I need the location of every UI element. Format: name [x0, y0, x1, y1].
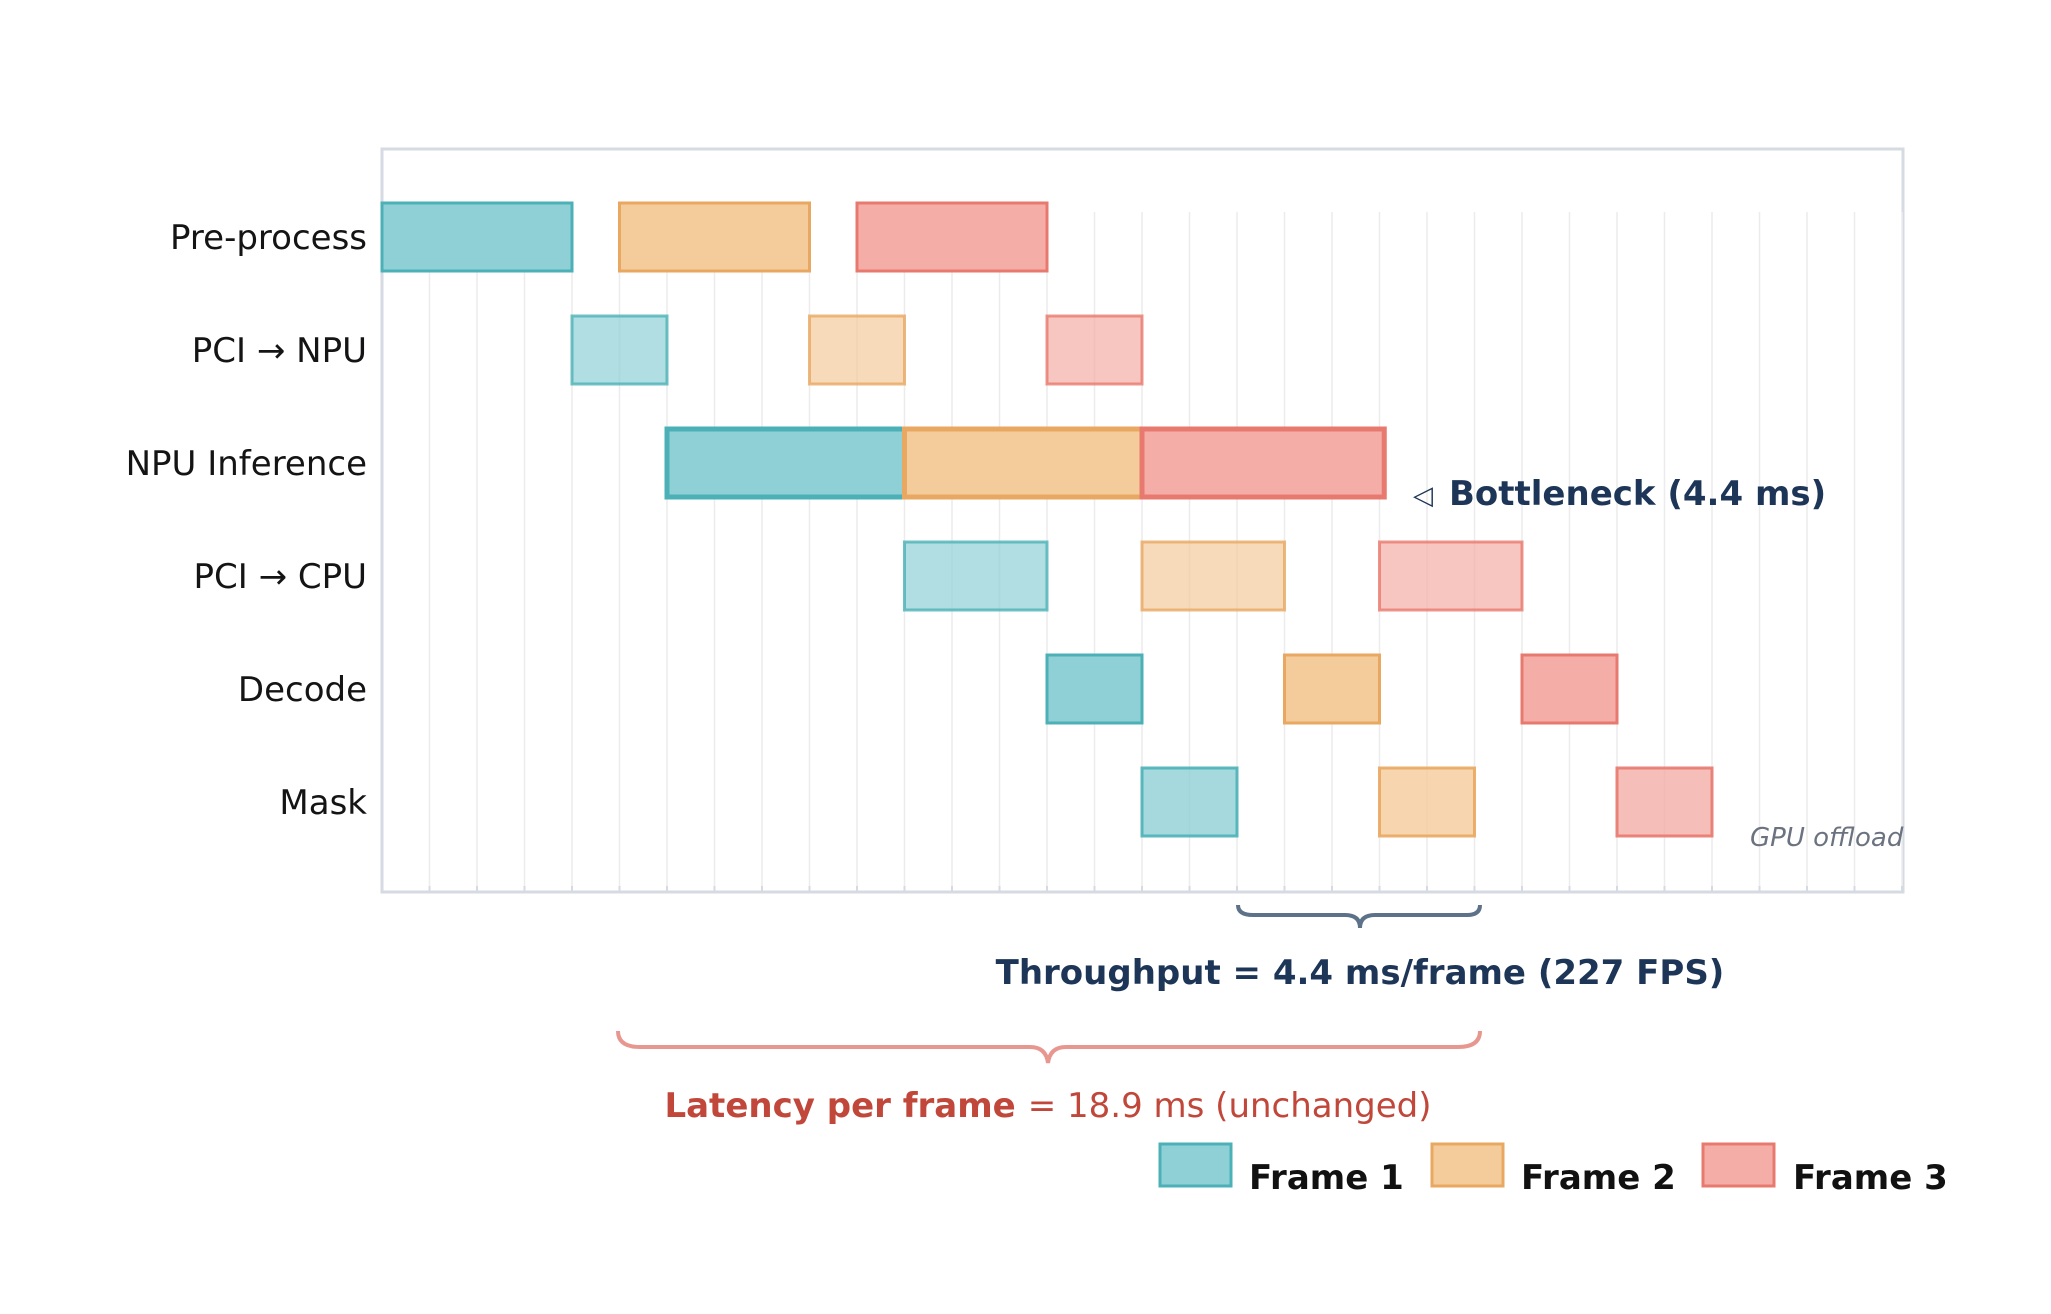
axis-ticks	[428, 886, 1903, 892]
latency-brace	[616, 1030, 1482, 1064]
bottleneck-marker-icon: ◁	[1413, 481, 1433, 511]
bar-mask-f1	[1140, 766, 1239, 838]
bar-pci_cpu-f2	[1140, 540, 1286, 612]
bar-pci_cpu-f3	[1378, 540, 1524, 612]
lane-label-mask: Mask	[279, 783, 367, 823]
legend-swatch-frame-2	[1430, 1142, 1505, 1188]
lane-label-pci_cpu: PCI → CPU	[193, 557, 367, 597]
legend-swatch-frame-1	[1158, 1142, 1233, 1188]
legend-swatch-frame-3	[1701, 1142, 1776, 1188]
bar-decode-f1	[1045, 653, 1144, 725]
bar-mask-f2	[1378, 766, 1476, 838]
bar-decode-f3	[1520, 653, 1619, 725]
bar-npu_inference-f3	[1139, 426, 1387, 500]
throughput-label: Throughput = 4.4 ms/frame (227 FPS)	[996, 953, 1725, 993]
bar-pci_npu-f3	[1045, 314, 1144, 386]
latency-label: Latency per frame = 18.9 ms (unchanged)	[664, 1086, 1431, 1126]
gpu-offload-note: GPU offload	[1750, 823, 1904, 853]
lane-label-pci_npu: PCI → NPU	[192, 331, 367, 371]
throughput-brace	[1236, 904, 1482, 929]
legend-label-frame-1: Frame 1	[1249, 1158, 1404, 1198]
bar-decode-f2	[1283, 653, 1381, 725]
bar-pci_npu-f2	[808, 314, 906, 386]
bar-npu_inference-f1	[664, 426, 907, 500]
latency-label-value: = 18.9 ms (unchanged)	[1028, 1086, 1432, 1126]
bar-preprocess-f3	[855, 201, 1049, 273]
latency-label-bold: Latency per frame	[664, 1086, 1015, 1126]
stage-bars	[380, 201, 1714, 838]
bar-preprocess-f2	[618, 201, 811, 273]
bar-mask-f3	[1615, 766, 1714, 838]
bar-pci_npu-f1	[570, 314, 669, 386]
legend: Frame 1 Frame 2 Frame 3	[1158, 1142, 1948, 1198]
bar-npu_inference-f2	[902, 426, 1145, 500]
lane-label-npu_inference: NPU Inference	[126, 444, 367, 484]
bar-pci_cpu-f1	[903, 540, 1049, 612]
bottleneck-label: Bottleneck (4.4 ms)	[1449, 474, 1826, 514]
lane-label-decode: Decode	[238, 670, 367, 710]
lane-label-preprocess: Pre-process	[170, 218, 367, 258]
lane-labels: Pre-process PCI → NPU NPU Inference PCI → C…	[126, 218, 368, 823]
bar-preprocess-f1	[380, 201, 574, 273]
legend-label-frame-3: Frame 3	[1793, 1158, 1948, 1198]
legend-label-frame-2: Frame 2	[1521, 1158, 1676, 1198]
